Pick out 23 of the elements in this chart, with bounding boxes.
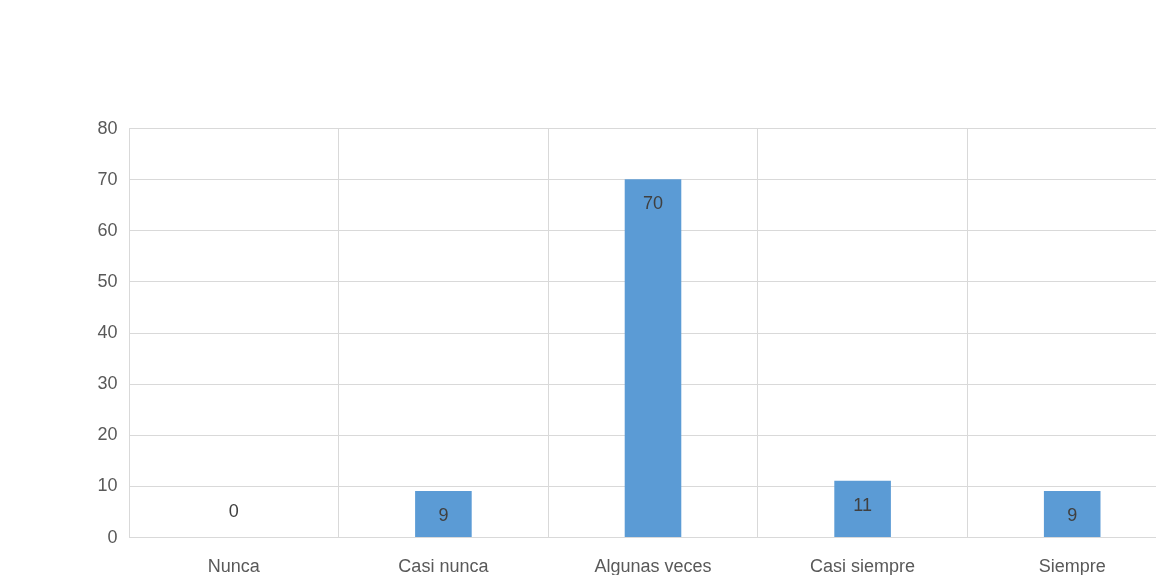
data-label: 70 [642, 193, 664, 214]
x-tick-label: Casi nunca [398, 555, 490, 576]
x-tick-label: Casi siempre [810, 555, 916, 576]
bar [1043, 490, 1101, 537]
data-label: 0 [228, 501, 239, 521]
y-tick-label: 0 [107, 526, 118, 547]
y-tick-label: 80 [97, 117, 118, 138]
data-label: 9 [1067, 504, 1078, 525]
y-tick-label: 60 [97, 219, 118, 240]
data-label: 11 [853, 494, 872, 515]
bar [834, 480, 891, 537]
bar [624, 179, 682, 537]
y-tick-label: 50 [97, 270, 118, 291]
y-tick-label: 10 [97, 475, 118, 496]
y-tick-label: 70 [97, 168, 118, 189]
x-tick-label: Nunca [207, 555, 261, 576]
y-tick-label: 30 [97, 373, 118, 394]
y-tick-label: 20 [97, 424, 118, 445]
data-label: 9 [438, 504, 449, 525]
bar [415, 490, 472, 537]
x-tick-label: Siempre [1038, 555, 1106, 576]
x-tick-label: Algunas veces [594, 555, 712, 576]
y-tick-label: 40 [97, 322, 118, 342]
